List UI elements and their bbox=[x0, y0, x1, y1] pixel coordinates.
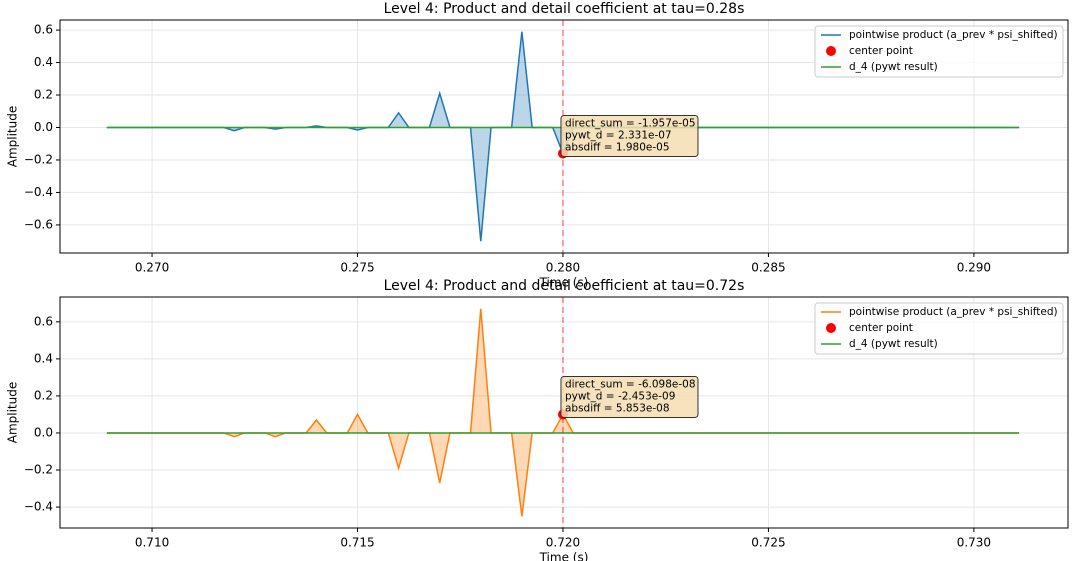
annotation-text: direct_sum = -1.957e-05 bbox=[565, 117, 696, 129]
axes: Level 4: Product and detail coefficient … bbox=[6, 278, 1069, 561]
chart-title: Level 4: Product and detail coefficient … bbox=[384, 278, 745, 294]
x-tick-label: 0.720 bbox=[546, 536, 580, 550]
x-tick-label: 0.290 bbox=[957, 261, 991, 275]
y-tick-label: −0.4 bbox=[24, 185, 53, 199]
annotation-box bbox=[560, 375, 699, 418]
y-tick-label: −0.6 bbox=[24, 217, 53, 231]
y-tick-label: −0.2 bbox=[24, 152, 53, 166]
legend-box bbox=[814, 25, 1064, 78]
annotation-text: pywt_d = 2.331e-07 bbox=[565, 129, 672, 141]
legend-label: center point bbox=[849, 322, 913, 334]
x-tick-label: 0.715 bbox=[340, 536, 374, 550]
annotation-box bbox=[560, 114, 699, 157]
chart-title: Level 4: Product and detail coefficient … bbox=[384, 1, 745, 17]
y-tick-label: 0.4 bbox=[34, 55, 53, 69]
line bbox=[106, 308, 1020, 517]
annotation-text: direct_sum = -6.098e-08 bbox=[565, 378, 696, 390]
annotation-text: pywt_d = -2.453e-09 bbox=[565, 390, 675, 402]
legend-marker bbox=[826, 323, 836, 333]
x-tick-label: 0.725 bbox=[751, 536, 785, 550]
annotation-text: absdiff = 1.980e-05 bbox=[565, 141, 670, 153]
legend-label: d_4 (pywt result) bbox=[849, 61, 938, 73]
y-tick-label: −0.2 bbox=[24, 463, 53, 477]
x-tick-label: 0.280 bbox=[546, 261, 580, 275]
x-tick-label: 0.275 bbox=[340, 261, 374, 275]
y-tick-label: 0.2 bbox=[34, 388, 53, 402]
x-tick-label: 0.710 bbox=[135, 536, 169, 550]
y-tick-label: −0.4 bbox=[24, 500, 53, 514]
legend-label: pointwise product (a_prev * psi_shifted) bbox=[849, 29, 1058, 41]
x-axis-label: Time (s) bbox=[539, 551, 589, 561]
legend-label: pointwise product (a_prev * psi_shifted) bbox=[849, 306, 1058, 318]
legend-label: center point bbox=[849, 45, 913, 57]
x-axis-label: Time (s) bbox=[539, 276, 589, 290]
line bbox=[106, 31, 1020, 242]
y-tick-label: 0.6 bbox=[34, 23, 53, 37]
axes-frame bbox=[59, 19, 1069, 254]
legend-box bbox=[814, 302, 1064, 355]
axes-frame bbox=[59, 296, 1069, 529]
x-tick-label: 0.285 bbox=[751, 261, 785, 275]
y-tick-label: 0.4 bbox=[34, 351, 53, 365]
annotation-text: absdiff = 5.853e-08 bbox=[565, 402, 670, 414]
y-axis-label: Amplitude bbox=[6, 382, 20, 444]
y-tick-label: 0.2 bbox=[34, 88, 53, 102]
y-tick-label: 0.0 bbox=[34, 425, 53, 439]
legend-marker bbox=[826, 46, 836, 56]
axes: Level 4: Product and detail coefficient … bbox=[6, 1, 1069, 290]
y-tick-label: 0.0 bbox=[34, 120, 53, 134]
y-axis-label: Amplitude bbox=[6, 106, 20, 168]
y-tick-label: 0.6 bbox=[34, 314, 53, 328]
legend-label: d_4 (pywt result) bbox=[849, 338, 938, 350]
x-tick-label: 0.270 bbox=[135, 261, 169, 275]
x-tick-label: 0.730 bbox=[957, 536, 991, 550]
